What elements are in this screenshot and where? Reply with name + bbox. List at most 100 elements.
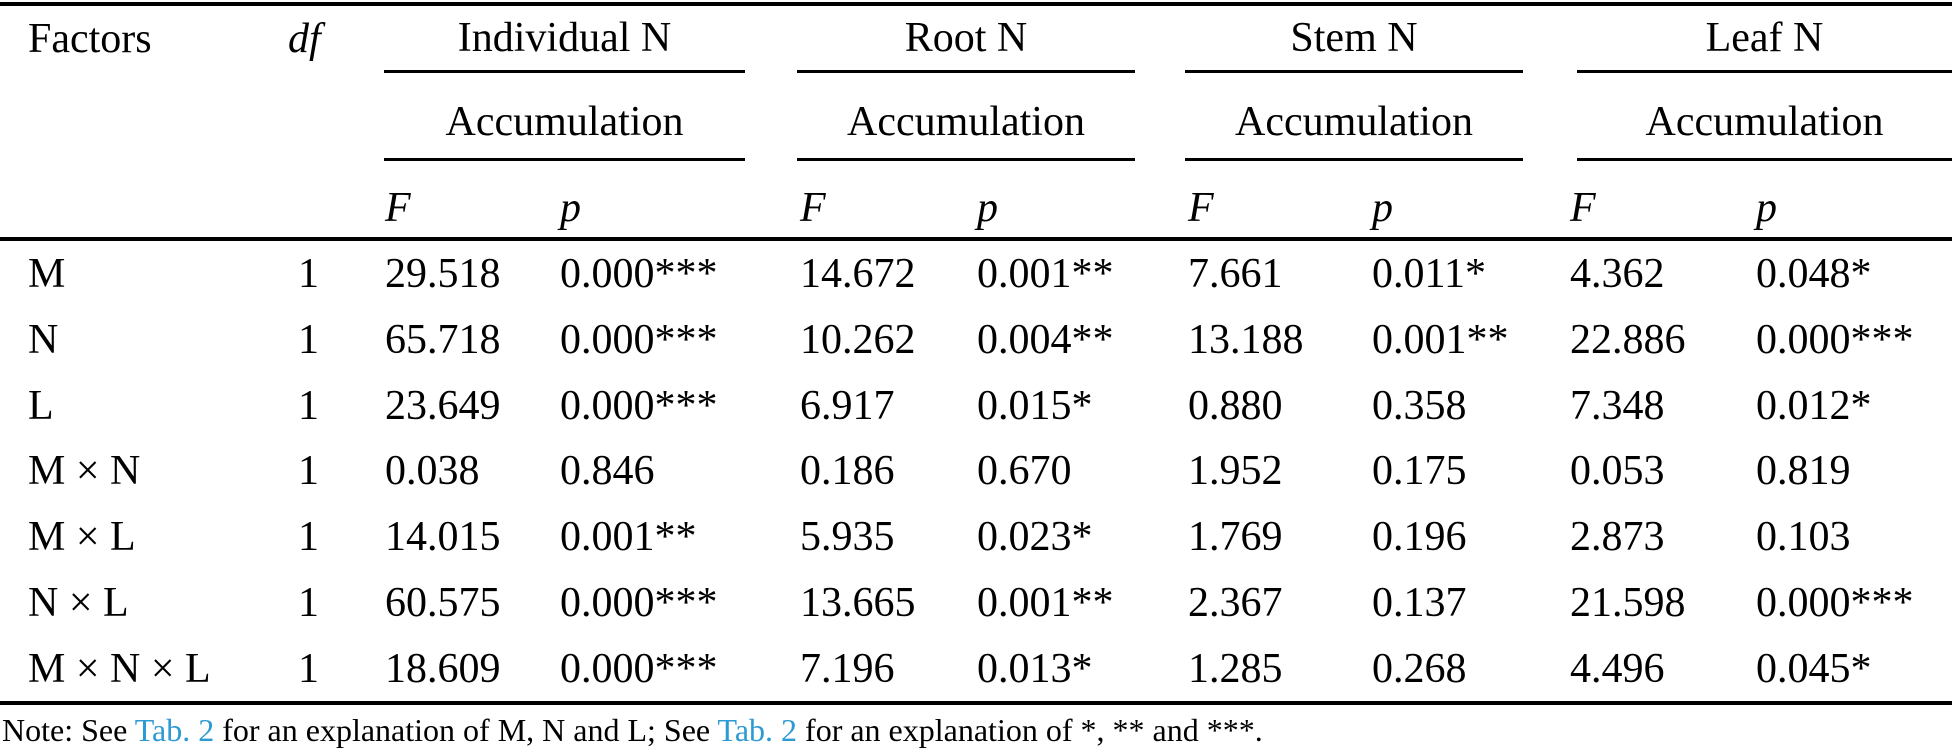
f-value: 4.496 — [1570, 646, 1665, 693]
footnote-text: for an explanation of *, ** and ***. — [797, 712, 1263, 748]
table-bottom-rule — [0, 701, 1952, 705]
p-value: 0.015* — [977, 382, 1093, 429]
f-value: 0.038 — [385, 448, 480, 495]
df-value: 1 — [298, 646, 319, 693]
f-value: 2.367 — [1188, 580, 1283, 627]
p-value: 0.000*** — [560, 646, 718, 693]
df-value: 1 — [298, 316, 319, 363]
f-value: 7.196 — [800, 646, 895, 693]
row-label: L — [28, 382, 54, 429]
p-value: 0.819 — [1756, 448, 1851, 495]
df-value: 1 — [298, 514, 319, 561]
f-value: 14.015 — [385, 514, 501, 561]
p-value: 0.137 — [1372, 580, 1467, 627]
group-subheader-leaf-n: Accumulation — [1645, 99, 1884, 145]
df-column-header: df — [288, 16, 321, 62]
f-value: 18.609 — [385, 646, 501, 693]
group2-sub-rule — [797, 158, 1135, 161]
p-value: 0.000*** — [560, 250, 718, 297]
group-subheader-root-n: Accumulation — [847, 99, 1085, 145]
f-value: 60.575 — [385, 580, 501, 627]
f-value: 65.718 — [385, 316, 501, 363]
group-subheader-stem-n: Accumulation — [1235, 99, 1473, 145]
p-value: 0.103 — [1756, 514, 1851, 561]
table-footnote: Note: See Tab. 2 for an explanation of M… — [2, 708, 1950, 752]
p-header-leaf-n: p — [1756, 185, 1777, 231]
p-value: 0.023* — [977, 514, 1093, 561]
footnote-text: Note: See — [2, 712, 135, 748]
tab-2-link[interactable]: Tab. 2 — [134, 712, 215, 748]
f-value: 14.672 — [800, 250, 916, 297]
f-header-stem-n: F — [1188, 185, 1214, 231]
f-value: 0.880 — [1188, 382, 1283, 429]
p-value: 0.001** — [1372, 316, 1509, 363]
p-value: 0.175 — [1372, 448, 1467, 495]
p-value: 0.045* — [1756, 646, 1872, 693]
f-value: 13.665 — [800, 580, 916, 627]
p-value: 0.011* — [1372, 250, 1486, 297]
group4-sub-rule — [1577, 158, 1952, 161]
p-value: 0.000*** — [1756, 316, 1914, 363]
row-label: N — [28, 316, 59, 363]
group4-title-rule — [1577, 70, 1952, 73]
p-value: 0.196 — [1372, 514, 1467, 561]
f-value: 1.285 — [1188, 646, 1283, 693]
df-value: 1 — [298, 448, 319, 495]
f-value: 7.348 — [1570, 382, 1665, 429]
p-header-stem-n: p — [1372, 185, 1393, 231]
p-value: 0.000*** — [560, 580, 718, 627]
f-value: 5.935 — [800, 514, 895, 561]
p-value: 0.000*** — [1756, 580, 1914, 627]
p-value: 0.001** — [560, 514, 697, 561]
group3-sub-rule — [1185, 158, 1523, 161]
group-header-root-n: Root N — [904, 15, 1028, 61]
p-value: 0.013* — [977, 646, 1093, 693]
df-value: 1 — [298, 382, 319, 429]
group-header-individual-n: Individual N — [457, 15, 672, 61]
f-value: 23.649 — [385, 382, 501, 429]
group-subheader-individual-n: Accumulation — [445, 99, 684, 145]
group-header-leaf-n: Leaf N — [1705, 15, 1824, 61]
f-value: 29.518 — [385, 250, 501, 297]
df-value: 1 — [298, 580, 319, 627]
p-value: 0.268 — [1372, 646, 1467, 693]
p-header-individual-n: p — [560, 185, 581, 231]
f-value: 21.598 — [1570, 580, 1686, 627]
f-value: 4.362 — [1570, 250, 1665, 297]
p-value: 0.001** — [977, 250, 1114, 297]
row-label: N × L — [28, 580, 129, 627]
row-label: M — [28, 250, 66, 297]
group3-title-rule — [1185, 70, 1523, 73]
group1-sub-rule — [384, 158, 745, 161]
footnote-text: for an explanation of M, N and L; See — [214, 712, 718, 748]
p-value: 0.846 — [560, 448, 655, 495]
group1-title-rule — [384, 70, 745, 73]
table-body: M 1 29.518 0.000*** 14.672 0.001** 7.661… — [0, 241, 1952, 702]
factors-column-header: Factors — [28, 16, 152, 62]
p-value: 0.670 — [977, 448, 1072, 495]
f-value: 22.886 — [1570, 316, 1686, 363]
f-value: 10.262 — [800, 316, 916, 363]
p-header-root-n: p — [977, 185, 998, 231]
p-value: 0.000*** — [560, 382, 718, 429]
p-value: 0.000*** — [560, 316, 718, 363]
table-top-rule — [0, 2, 1952, 6]
f-value: 0.186 — [800, 448, 895, 495]
p-value: 0.012* — [1756, 382, 1872, 429]
f-value: 7.661 — [1188, 250, 1283, 297]
p-value: 0.004** — [977, 316, 1114, 363]
group2-title-rule — [797, 70, 1135, 73]
f-header-leaf-n: F — [1570, 185, 1596, 231]
f-value: 13.188 — [1188, 316, 1304, 363]
f-header-individual-n: F — [385, 185, 411, 231]
df-value: 1 — [298, 250, 319, 297]
row-label: M × N × L — [28, 646, 211, 693]
p-value: 0.048* — [1756, 250, 1872, 297]
f-value: 0.053 — [1570, 448, 1665, 495]
tab-2-link[interactable]: Tab. 2 — [717, 712, 798, 748]
group-header-stem-n: Stem N — [1290, 15, 1418, 61]
f-value: 1.952 — [1188, 448, 1283, 495]
row-label: M × N — [28, 448, 141, 495]
header-body-rule — [0, 237, 1952, 241]
